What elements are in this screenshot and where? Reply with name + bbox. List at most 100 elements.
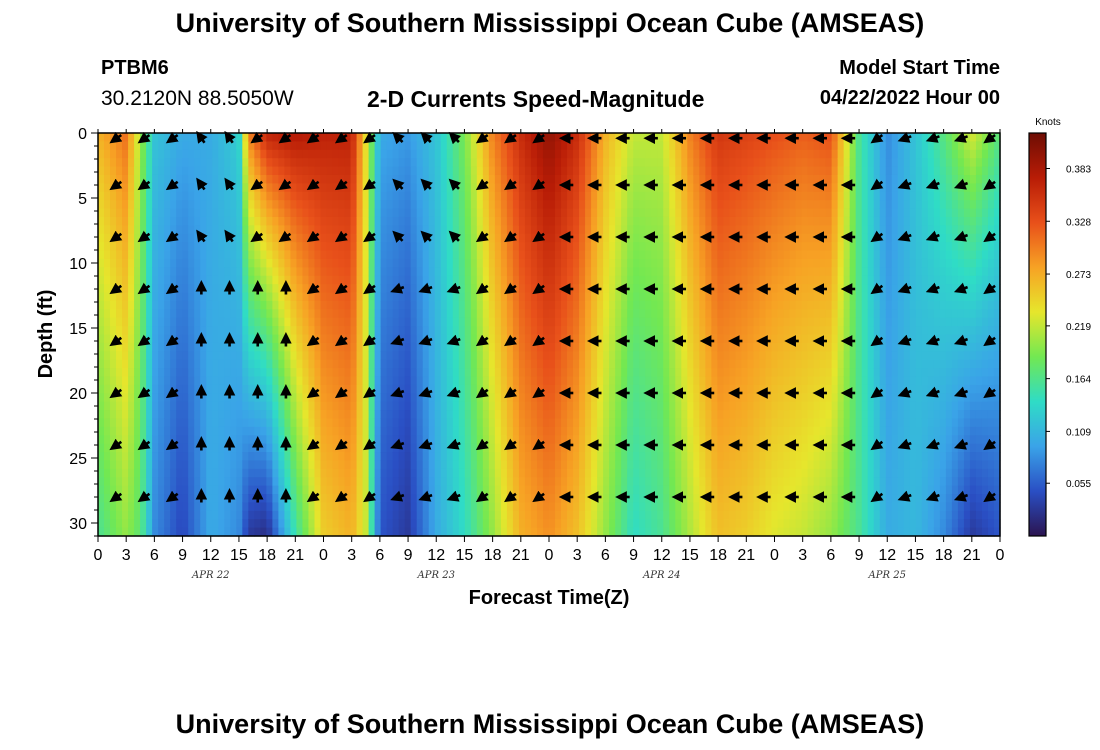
heatmap-cell [717, 485, 724, 495]
heatmap-cell [410, 510, 418, 520]
heatmap-cell [717, 519, 724, 529]
heatmap-cell [663, 191, 670, 201]
heatmap-cell [356, 477, 364, 487]
heatmap-cell [110, 519, 117, 529]
heatmap-cell [314, 250, 322, 260]
heatmap-cell [158, 477, 165, 487]
heatmap-cell [356, 393, 364, 403]
heatmap-cell [368, 242, 376, 252]
heatmap-cell [488, 250, 496, 260]
heatmap-cell [458, 191, 466, 201]
heatmap-cell [561, 502, 568, 512]
heatmap-cell [591, 275, 598, 285]
heatmap-cell [458, 284, 466, 294]
heatmap-cell [500, 208, 508, 218]
heatmap-cell [302, 158, 310, 168]
heatmap-cell [338, 300, 346, 310]
heatmap-cell [603, 502, 610, 512]
heatmap-cell [567, 258, 574, 268]
heatmap-cell [717, 342, 724, 352]
heatmap-cell [687, 166, 694, 176]
heatmap-cell [206, 133, 213, 142]
heatmap-cell [500, 452, 508, 462]
heatmap-cell [272, 292, 279, 302]
heatmap-cell [639, 191, 646, 201]
heatmap-cell [446, 216, 454, 226]
heatmap-cell [561, 300, 568, 310]
heatmap-cell [458, 342, 466, 352]
heatmap-cell [476, 502, 484, 512]
heatmap-cell [356, 225, 364, 235]
heatmap-cell [597, 443, 604, 453]
heatmap-cell [296, 351, 304, 361]
heatmap-cell [446, 485, 454, 495]
heatmap-cell [591, 477, 598, 487]
heatmap-cell [542, 149, 550, 159]
heatmap-cell [416, 300, 424, 310]
heatmap-cell [657, 510, 664, 520]
heatmap-cell [633, 334, 640, 344]
heatmap-cell [260, 452, 267, 462]
heatmap-cell [518, 250, 526, 260]
heatmap-cell [278, 326, 286, 336]
heatmap-cell [488, 468, 496, 478]
heatmap-cell [711, 191, 718, 201]
heatmap-cell [651, 158, 658, 168]
heatmap-cell [140, 410, 147, 420]
heatmap-cell [110, 460, 117, 470]
heatmap-cell [506, 200, 514, 210]
heatmap-cell [681, 460, 688, 470]
heatmap-cell [500, 158, 508, 168]
heatmap-cell [164, 166, 171, 176]
heatmap-cell [446, 292, 454, 302]
heatmap-cell [579, 468, 586, 478]
heatmap-cell [386, 166, 394, 176]
heatmap-cell [615, 275, 622, 285]
heatmap-cell [236, 166, 243, 176]
heatmap-cell [669, 334, 676, 344]
heatmap-cell [410, 250, 418, 260]
heatmap-cell [542, 384, 550, 394]
heatmap-cell [152, 267, 159, 277]
heatmap-cell [549, 426, 556, 436]
heatmap-cell [152, 485, 159, 495]
heatmap-cell [128, 133, 135, 142]
heatmap-cell [332, 418, 340, 428]
heatmap-cell [699, 351, 706, 361]
heatmap-cell [440, 233, 448, 243]
heatmap-cell [591, 200, 598, 210]
heatmap-cell [615, 426, 622, 436]
heatmap-cell [500, 393, 508, 403]
heatmap-cell [555, 174, 562, 184]
heatmap-cell [122, 519, 129, 529]
heatmap-cell [110, 510, 117, 520]
heatmap-cell [152, 258, 159, 268]
heatmap-cell [585, 351, 592, 361]
heatmap-cell [573, 418, 580, 428]
heatmap-cell [615, 477, 622, 487]
heatmap-cell [404, 208, 412, 218]
heatmap-cell [170, 166, 177, 176]
heatmap-cell [158, 267, 165, 277]
heatmap-cell [416, 393, 424, 403]
heatmap-cell [506, 527, 514, 537]
heatmap-cell [212, 200, 219, 210]
heatmap-cell [476, 401, 484, 411]
heatmap-cell [392, 300, 400, 310]
heatmap-cell [567, 242, 574, 252]
heatmap-cell [254, 418, 261, 428]
heatmap-cell [248, 300, 255, 310]
heatmap-cell [302, 208, 310, 218]
heatmap-cell [104, 166, 111, 176]
heatmap-cell [663, 376, 670, 386]
heatmap-cell [230, 468, 237, 478]
heatmap-cell [536, 527, 544, 537]
heatmap-cell [681, 200, 688, 210]
heatmap-cell [609, 401, 616, 411]
heatmap-cell [585, 359, 592, 369]
heatmap-cell [104, 300, 111, 310]
heatmap-cell [422, 216, 430, 226]
heatmap-cell [98, 494, 105, 504]
heatmap-cell [470, 477, 478, 487]
heatmap-cell [326, 233, 334, 243]
